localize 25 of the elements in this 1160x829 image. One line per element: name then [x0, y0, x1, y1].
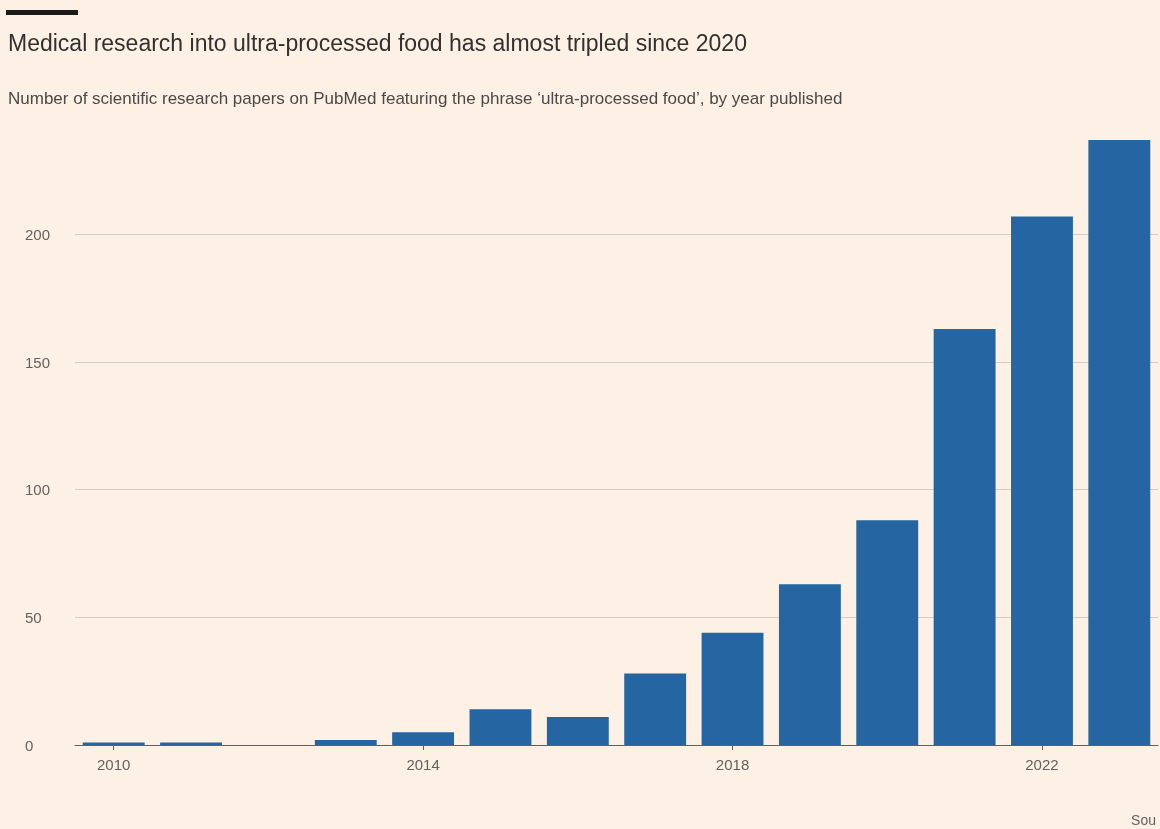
bar: [160, 742, 222, 745]
chart-subtitle: Number of scientific research papers on PubMed featuring the phrase ‘ultra-processed food’, by year published: [8, 89, 843, 109]
bar: [856, 520, 919, 745]
bar: [392, 732, 455, 745]
bar: [546, 716, 609, 745]
y-tick-label: 0: [25, 736, 34, 754]
chart-title: Medical research into ultra-processed food has almost tripled since 2020: [8, 30, 747, 57]
bar: [701, 632, 764, 745]
bar: [778, 584, 841, 745]
x-tick-label: 2018: [715, 756, 750, 773]
bar: [624, 673, 687, 745]
x-tick-label: 2014: [406, 756, 440, 773]
bar: [469, 709, 532, 745]
y-tick-label: 100: [25, 481, 51, 499]
bar: [1088, 140, 1151, 745]
bar: [82, 742, 145, 745]
x-tick-label: 2022: [1025, 756, 1059, 773]
text: Sou: [1131, 812, 1156, 828]
bar: [314, 739, 377, 745]
y-tick-label: 150: [25, 353, 51, 371]
y-tick-label: 200: [25, 225, 51, 243]
x-tick-label: 2010: [96, 756, 131, 773]
y-tick-label: 50: [25, 608, 42, 626]
bar: [933, 328, 996, 745]
bar: [1011, 216, 1073, 745]
